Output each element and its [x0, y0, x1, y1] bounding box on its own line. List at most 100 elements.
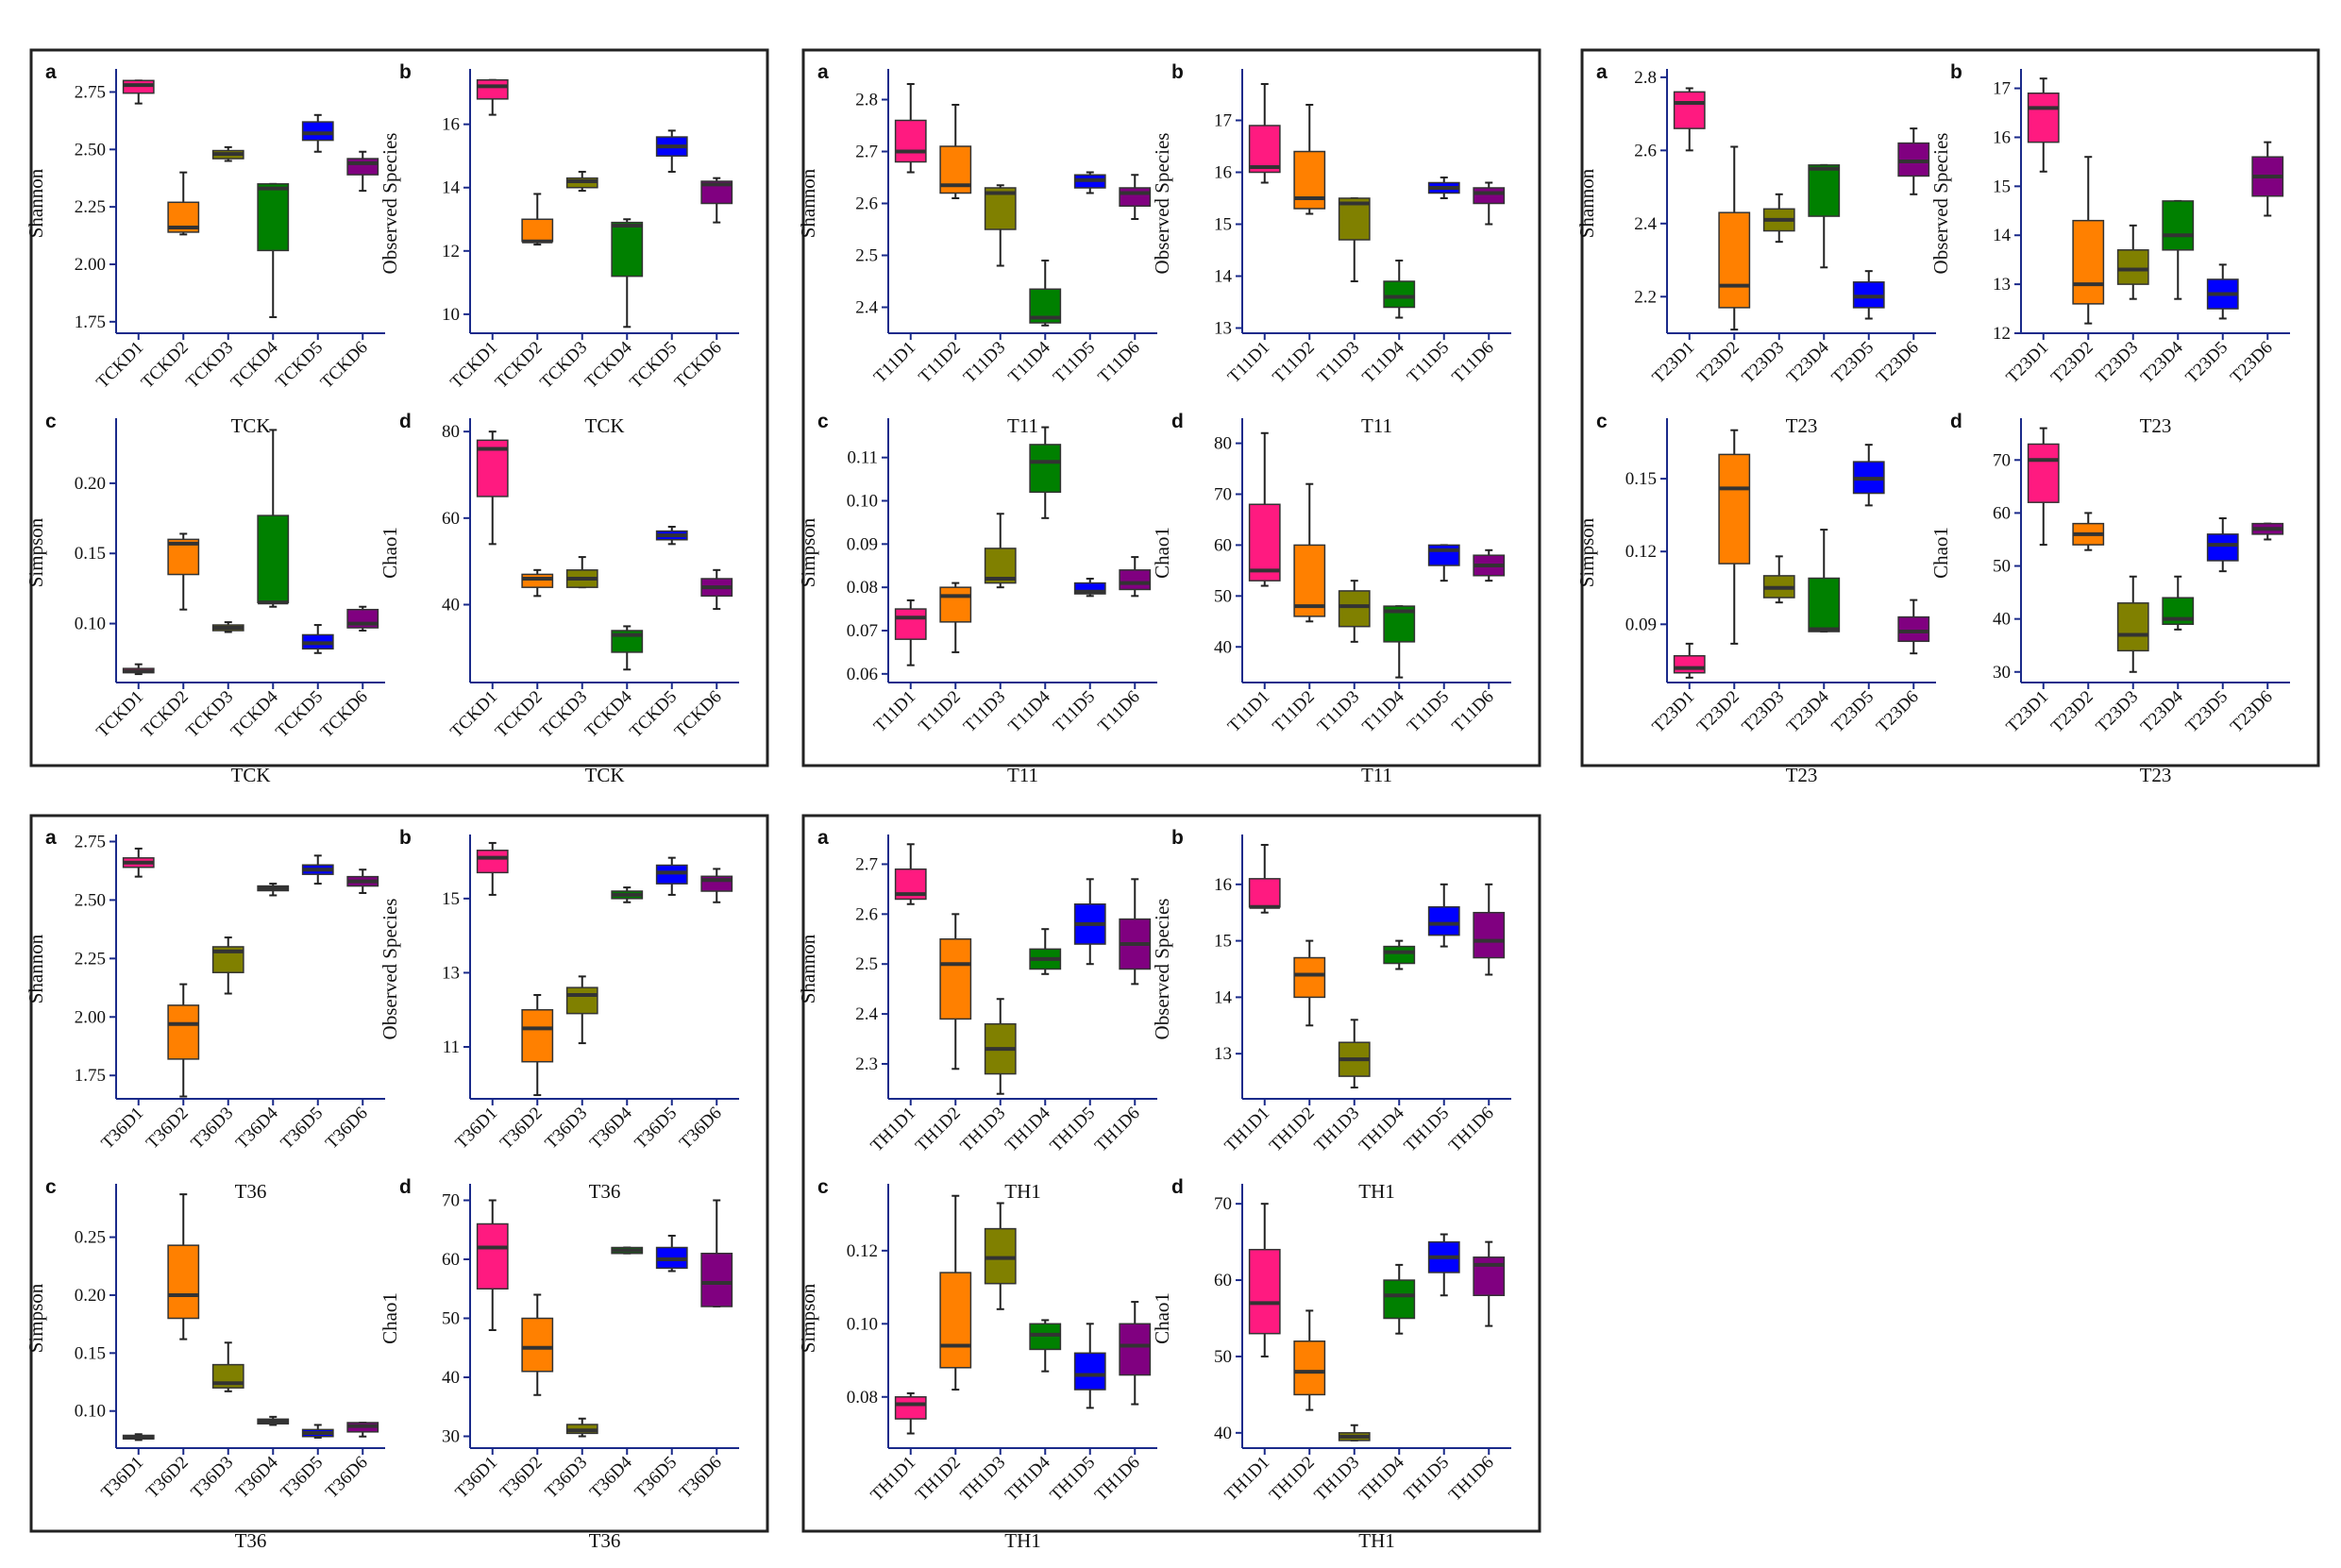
x-tick-label: TH1D4 [1356, 1452, 1408, 1505]
y-axis-title: Shannon [797, 168, 819, 238]
box-t11d4: T11D4 [1358, 260, 1416, 387]
x-tick-label: T11D5 [1050, 338, 1099, 387]
subplot-t11-a: a2.42.52.62.72.8ShannonT11T11D1T11D2T11D… [797, 61, 1157, 437]
y-tick-label: 15 [1214, 215, 1232, 235]
y-axis-title: Simpson [1575, 517, 1598, 587]
box-th1d1: TH1D1 [867, 843, 927, 1156]
box-body [2116, 602, 2149, 652]
y-tick-label: 2.25 [75, 949, 106, 969]
box-body [257, 183, 290, 252]
x-tick-label: TH1D2 [912, 1453, 965, 1506]
box-body [1119, 187, 1152, 207]
y-tick-label: 0.15 [75, 1343, 106, 1363]
box-tckd4: TCKD4 [581, 218, 644, 393]
y-tick-label: 13 [1214, 319, 1232, 339]
x-tick-label: T23D1 [1648, 687, 1698, 737]
x-tick-label: T11D4 [1358, 337, 1408, 387]
box-t11d1: T11D1 [870, 83, 927, 387]
y-tick-label: 14 [1214, 987, 1233, 1007]
box-body [257, 514, 290, 604]
y-axis-title: Chao1 [1151, 1292, 1173, 1344]
y-tick-label: 2.3 [855, 1054, 878, 1074]
x-tick-label: T36D3 [187, 1104, 237, 1154]
x-tick-label: TCKD4 [227, 337, 282, 392]
subplot-label: c [1596, 411, 1608, 432]
box-t36d4: T36D4 [586, 886, 644, 1154]
subplot-th1-a: a2.32.42.52.62.7ShannonTH1TH1D1TH1D2TH1D… [797, 827, 1157, 1203]
x-tick-label: T11D1 [1224, 687, 1273, 736]
x-axis-title: T36 [235, 1529, 267, 1552]
box-t36d2: T36D2 [143, 983, 200, 1154]
subplot-label: d [1950, 411, 1962, 432]
subplot-label: d [1171, 411, 1184, 432]
panel-t36: a1.752.002.252.502.75ShannonT36T36D1T36D… [25, 814, 769, 1552]
y-axis-title: Shannon [1575, 168, 1598, 238]
x-tick-label: T36D4 [232, 1103, 282, 1153]
box-tckd2: TCKD2 [138, 171, 200, 393]
x-tick-label: TCKD1 [446, 687, 501, 742]
box-body [1293, 956, 1326, 999]
x-tick-label: T36D5 [277, 1104, 327, 1154]
subplot-t36-a: a1.752.002.252.502.75ShannonT36T36D1T36D… [25, 827, 385, 1203]
box-t11d5: T11D5 [1050, 171, 1106, 387]
y-tick-label: 0.10 [847, 1314, 878, 1334]
box-t36d4: T36D4 [586, 1246, 644, 1503]
x-tick-label: TCKD6 [671, 687, 726, 742]
subplot-t23-c: c0.090.120.15SimpsonT23T23D1T23D2T23D3T2… [1575, 411, 1936, 786]
y-tick-label: 2.7 [855, 143, 878, 162]
x-tick-label: T36D1 [97, 1104, 147, 1154]
x-tick-label: TCKD5 [272, 338, 327, 393]
x-tick-label: T36D4 [586, 1452, 636, 1502]
x-axis-title: T23 [2140, 764, 2172, 786]
y-tick-label: 2.6 [855, 904, 878, 924]
box-th1d2: TH1D2 [1266, 939, 1326, 1156]
x-tick-label: T36D1 [97, 1453, 147, 1503]
x-axis-title: T36 [589, 1180, 621, 1203]
box-t36d3: T36D3 [541, 975, 598, 1154]
x-tick-label: T11D3 [960, 338, 1009, 387]
x-tick-label: T23D4 [2137, 337, 2187, 387]
x-tick-label: T36D2 [497, 1453, 547, 1503]
x-tick-label: TH1D1 [1221, 1453, 1273, 1506]
box-t23d6: T23D6 [1873, 127, 1930, 388]
y-axis-title: Chao1 [379, 1292, 401, 1344]
box-body [1718, 453, 1751, 565]
y-axis-title: Shannon [797, 934, 819, 1003]
subplot-label: c [45, 1176, 57, 1198]
x-tick-label: TH1D1 [867, 1453, 919, 1506]
subplot-tck-d: d 40 60 80 Chao1 TCK TCKD1TCKD2TCKD3TCKD4TCKD5… [379, 411, 739, 786]
box-body [894, 608, 927, 640]
y-tick-label: 60 [442, 1250, 460, 1270]
x-tick-label: T11D6 [1448, 687, 1497, 736]
panel-frame [29, 814, 769, 1533]
x-tick-label: TH1D2 [912, 1104, 965, 1156]
box-body [521, 218, 554, 243]
x-axis-title: T11 [1007, 764, 1038, 786]
box-t23d4: T23D4 [2137, 575, 2195, 737]
box-th1d4: TH1D4 [1356, 1263, 1416, 1506]
box-body [2116, 249, 2149, 285]
panel-frame [801, 48, 1541, 767]
x-tick-label: T36D6 [676, 1453, 726, 1503]
box-body [1029, 444, 1062, 494]
box-t23d2: T23D2 [2047, 512, 2105, 737]
y-axis-title: Shannon [25, 168, 47, 238]
y-axis-title: Simpson [797, 1283, 819, 1353]
x-tick-label: T11D4 [1004, 337, 1054, 387]
x-tick-label: T11D5 [1404, 338, 1453, 387]
box-t23d4: T23D4 [1783, 529, 1841, 737]
box-body [894, 119, 927, 163]
y-tick-label: 70 [1214, 1194, 1232, 1214]
box-t36d6: T36D6 [676, 868, 733, 1154]
y-tick-label: 15 [1993, 177, 2011, 196]
x-tick-label: TH1D5 [1046, 1104, 1099, 1156]
x-axis-title: TH1 [1358, 1529, 1395, 1552]
box-t36d3: T36D3 [187, 1341, 244, 1503]
x-tick-label: TCKD2 [492, 338, 547, 393]
box-body [1119, 569, 1152, 591]
box-th1d3: TH1D3 [956, 998, 1017, 1156]
y-tick-label: 70 [442, 1191, 460, 1211]
box-t23d2: T23D2 [2047, 156, 2105, 388]
